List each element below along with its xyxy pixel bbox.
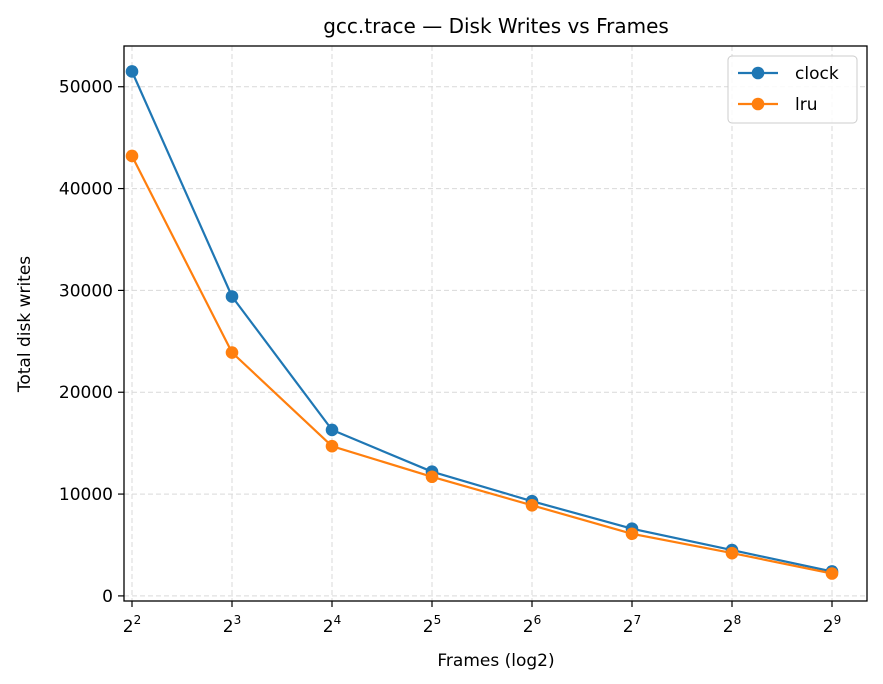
x-tick-exponent: 8: [734, 613, 742, 627]
x-axis-label: Frames (log2): [437, 651, 554, 671]
series-line-clock: [130, 71, 833, 573]
data-point-lru: [325, 439, 339, 453]
legend-marker-clock: [751, 66, 765, 80]
x-tick-base: 2: [623, 617, 634, 637]
grid: [124, 46, 867, 601]
data-point-lru: [425, 470, 439, 484]
x-tick-exponent: 2: [134, 613, 142, 627]
series-line-lru: [131, 155, 833, 575]
x-tick-label: 29: [823, 613, 841, 637]
data-point-lru: [125, 149, 139, 163]
y-tick-label: 10000: [59, 485, 113, 505]
y-tick-label: 40000: [59, 180, 113, 200]
x-tick-label: 28: [723, 613, 741, 637]
x-tick-base: 2: [223, 617, 234, 637]
legend: clock lru: [727, 55, 858, 124]
x-tick-label: 25: [423, 613, 441, 637]
x-tick-base: 2: [723, 617, 734, 637]
legend-label-lru: lru: [795, 95, 818, 115]
data-point-clock: [225, 290, 239, 303]
y-tick-label: 20000: [59, 383, 113, 403]
data-point-lru: [825, 567, 839, 580]
legend-marker-lru: [751, 97, 765, 111]
x-tick-exponent: 7: [634, 613, 642, 627]
x-tick-base: 2: [823, 617, 834, 637]
series-lines: [130, 71, 833, 575]
x-tick-label: 27: [623, 613, 641, 637]
y-tick-label: 0: [102, 587, 113, 607]
x-tick-base: 2: [123, 617, 134, 637]
data-point-clock: [125, 65, 139, 78]
x-tick-label: 26: [523, 613, 541, 637]
x-tick-base: 2: [423, 617, 434, 637]
y-tick-label: 50000: [59, 78, 113, 98]
data-point-lru: [725, 546, 739, 560]
x-tick-base: 2: [323, 617, 334, 637]
data-point-lru: [225, 346, 239, 359]
legend-label-clock: clock: [795, 64, 839, 84]
x-tick-exponent: 6: [534, 613, 542, 627]
y-axis-label: Total disk writes: [15, 256, 35, 393]
x-tick-label: 22: [123, 613, 141, 637]
series-points: [125, 65, 839, 580]
x-tick-label: 23: [223, 613, 241, 637]
x-tick-label: 24: [323, 613, 341, 637]
x-tick-exponent: 5: [434, 613, 442, 627]
x-tick-exponent: 9: [834, 613, 842, 627]
data-point-clock: [325, 423, 339, 437]
y-tick-label: 30000: [59, 281, 113, 301]
plot-frame: [123, 45, 868, 602]
y-axis: 0 10000 20000 30000 40000 50000: [59, 78, 124, 607]
chart-title: gcc.trace — Disk Writes vs Frames: [323, 14, 669, 38]
data-point-lru: [525, 498, 539, 512]
x-tick-exponent: 4: [334, 613, 342, 627]
data-point-lru: [625, 527, 639, 541]
x-axis: 22 23 24 25 26 27 28 29: [123, 601, 841, 637]
x-tick-base: 2: [523, 617, 534, 637]
x-tick-exponent: 3: [234, 613, 242, 627]
